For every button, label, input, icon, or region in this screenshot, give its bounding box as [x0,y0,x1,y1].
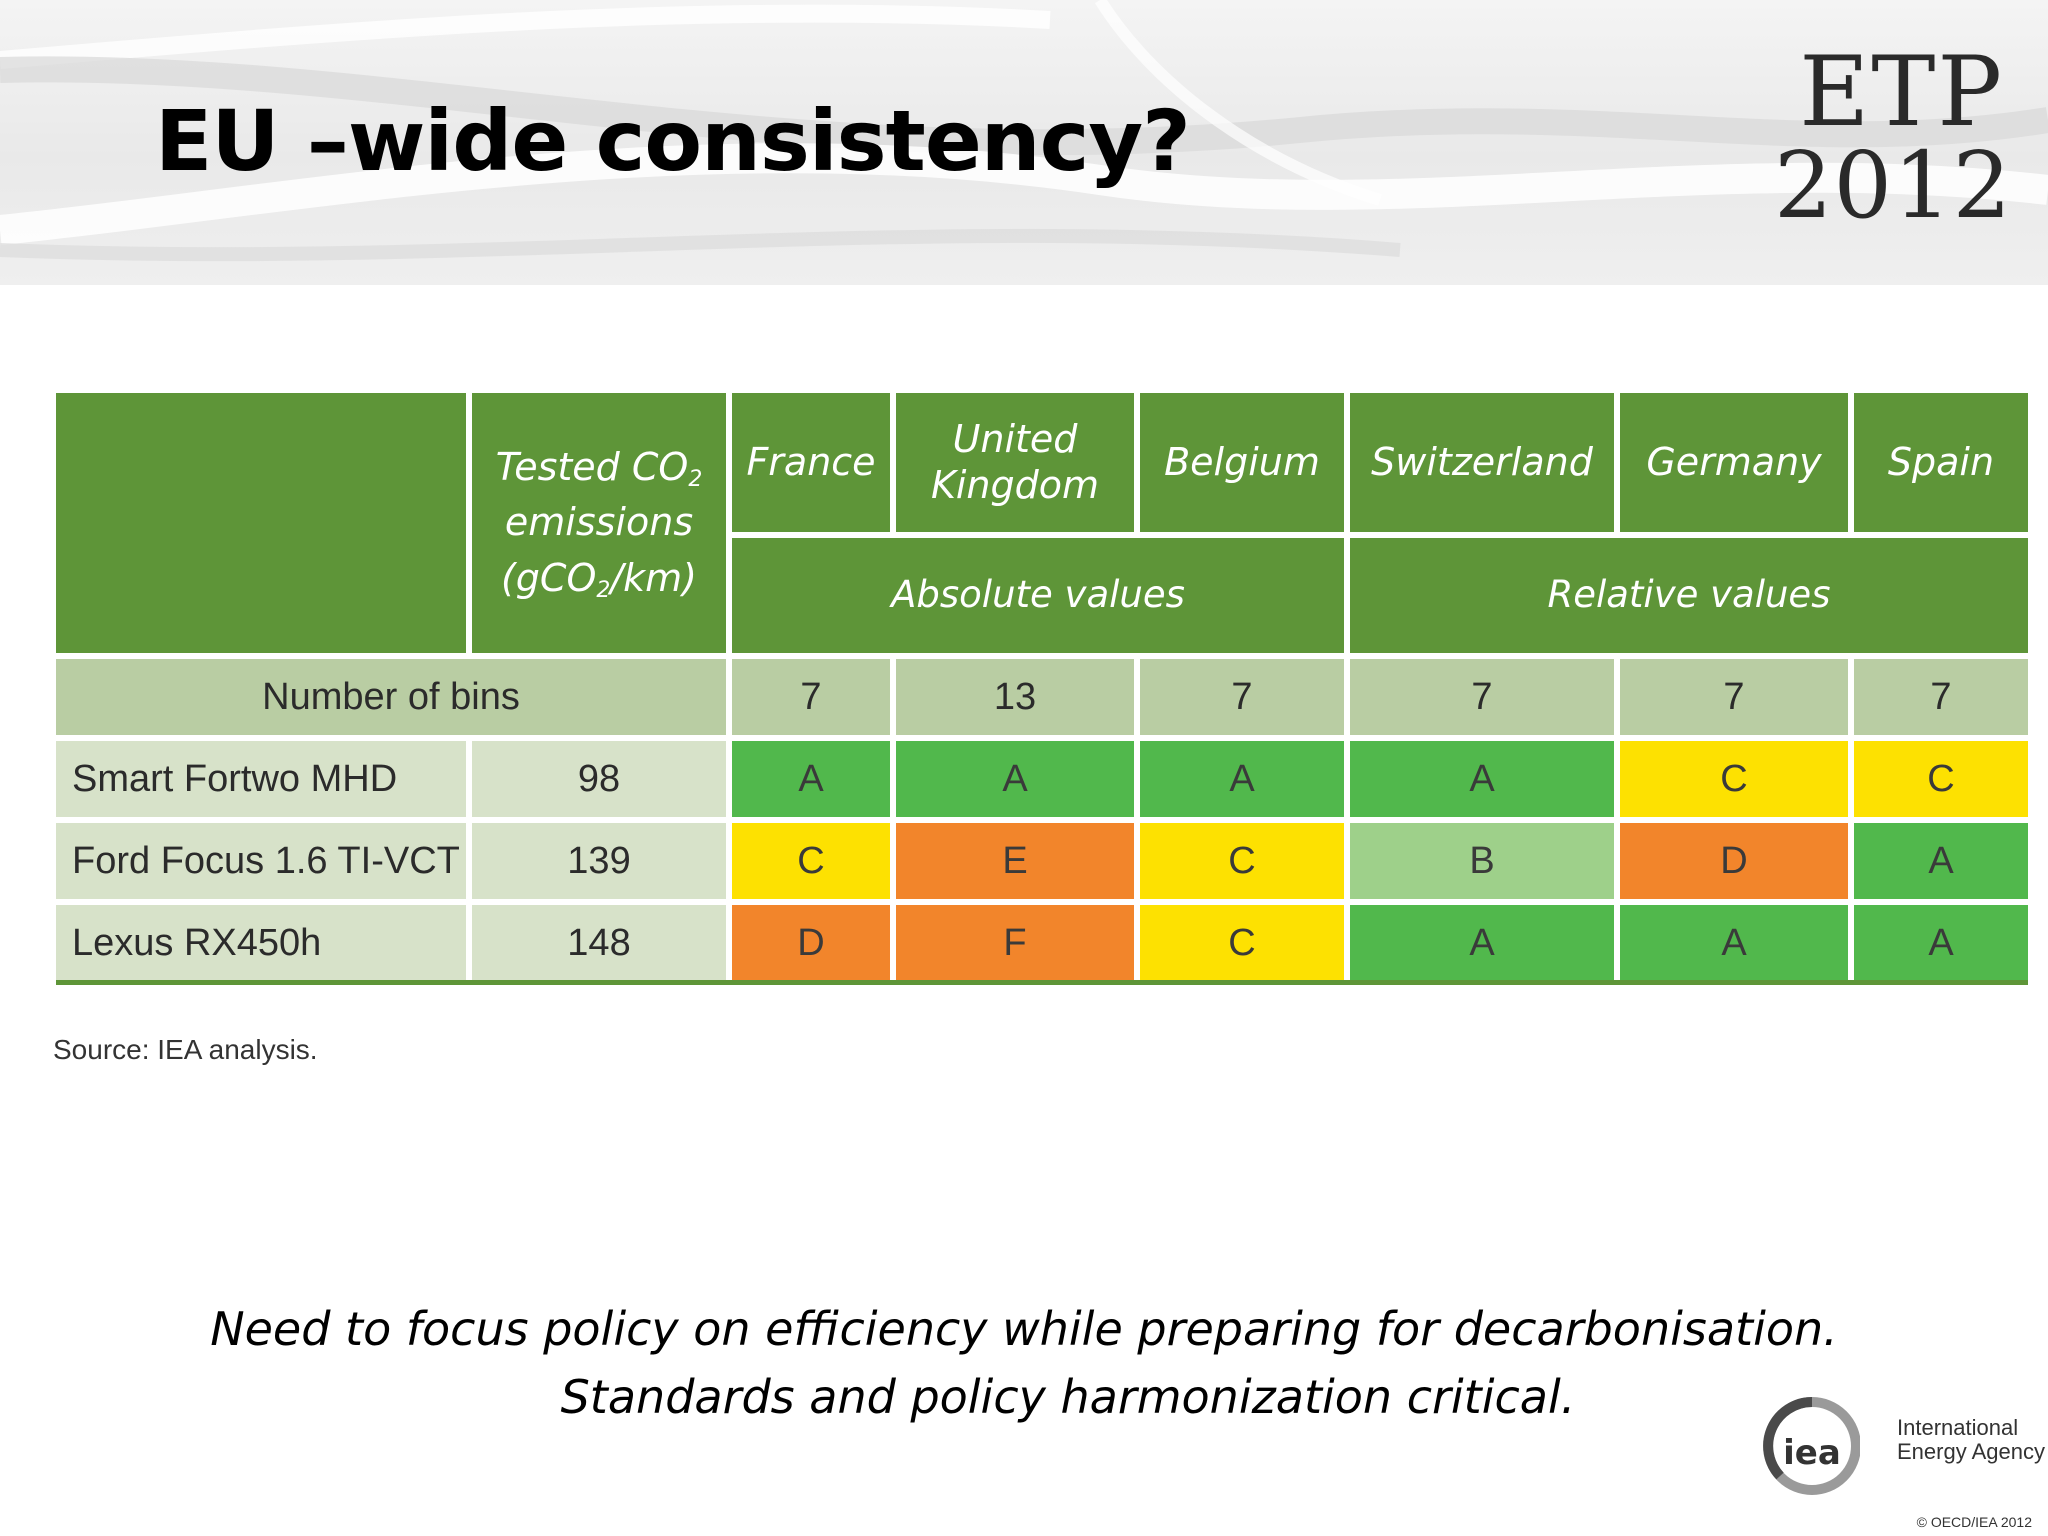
grade-cell: A [1350,741,1614,817]
bins-value: 13 [896,659,1134,735]
grade-cell: C [1620,741,1848,817]
copyright-text: © OECD/IEA 2012 [1916,1514,2032,1530]
rating-table: Tested CO2 emissions (gCO2/km) France Uni… [56,393,2028,986]
etp-logo-line2: 2012 [1774,132,2013,239]
grade-cell: E [896,823,1134,899]
grade-cell: C [1140,905,1344,981]
grade-cell: F [896,905,1134,981]
etp-logo: ETP 2012 [1774,36,2013,239]
country-header: Spain [1854,393,2028,532]
country-header: Switzerland [1350,393,1614,532]
vehicle-name: Ford Focus 1.6 TI-VCT [56,823,466,899]
country-header: Belgium [1140,393,1344,532]
iea-name-line2: Energy Agency [1897,1439,2045,1465]
vehicle-name: Smart Fortwo MHD [56,741,466,817]
co2-header-part4: /km) [610,555,698,600]
etp-logo-line1: ETP [1799,36,2004,148]
co2-header-part2: emissions [504,500,694,545]
conclusion-line-2: Standards and policy harmonization criti… [560,1370,1576,1424]
country-header: Germany [1620,393,1848,532]
iea-name: International Energy Agency [1897,1415,2045,1465]
co2-header-sub1: 2 [688,466,703,492]
country-header-line: United [952,416,1078,461]
co2-value: 139 [472,823,726,899]
group-header-absolute: Absolute values [732,538,1344,653]
conclusion-line-1: Need to focus policy on efficiency while… [210,1302,1838,1356]
corner-header [56,393,466,653]
grade-cell: A [1140,741,1344,817]
banner-decoration [0,0,2048,262]
grade-cell: C [1140,823,1344,899]
group-header-relative: Relative values [1350,538,2028,653]
grade-cell: A [896,741,1134,817]
grade-cell: A [1854,905,2028,981]
iea-mark-text: iea [1783,1433,1841,1473]
co2-value: 98 [472,741,726,817]
grade-cell: A [1350,905,1614,981]
bins-label: Number of bins [56,659,726,735]
grade-cell: A [732,741,890,817]
bins-value: 7 [1854,659,2028,735]
grade-cell: A [1620,905,1848,981]
vehicle-name: Lexus RX450h [56,905,466,981]
grade-cell: D [1620,823,1848,899]
country-header-line: Spain [1887,439,1995,484]
bins-value: 7 [1140,659,1344,735]
country-header-line: Kingdom [930,462,1100,507]
country-header: France [732,393,890,532]
slide-title: EU –wide consistency? [155,92,1191,190]
table-bottom-rule [56,980,2028,985]
bins-value: 7 [1350,659,1614,735]
co2-header-sub2: 2 [596,577,611,603]
country-header-line: Germany [1646,439,1822,484]
grade-cell: C [732,823,890,899]
grade-cell: B [1350,823,1614,899]
grade-cell: A [1854,823,2028,899]
bins-value: 7 [1620,659,1848,735]
country-header-line: Switzerland [1371,439,1593,484]
header-banner: EU –wide consistency? ETP 2012 [0,0,2048,285]
country-header: United Kingdom [896,393,1134,532]
bins-value: 7 [732,659,890,735]
source-note: Source: IEA analysis. [53,1034,318,1065]
co2-column-header: Tested CO2 emissions (gCO2/km) [472,393,726,653]
co2-header-part1: Tested CO [495,444,689,489]
iea-name-line1: International [1897,1415,2019,1440]
country-header-line: France [746,439,876,484]
co2-value: 148 [472,905,726,981]
country-header-line: Belgium [1164,439,1320,484]
grade-cell: D [732,905,890,981]
iea-logo-icon: iea [1763,1397,1860,1495]
grade-cell: C [1854,741,2028,817]
co2-header-part3: (gCO [500,555,597,600]
